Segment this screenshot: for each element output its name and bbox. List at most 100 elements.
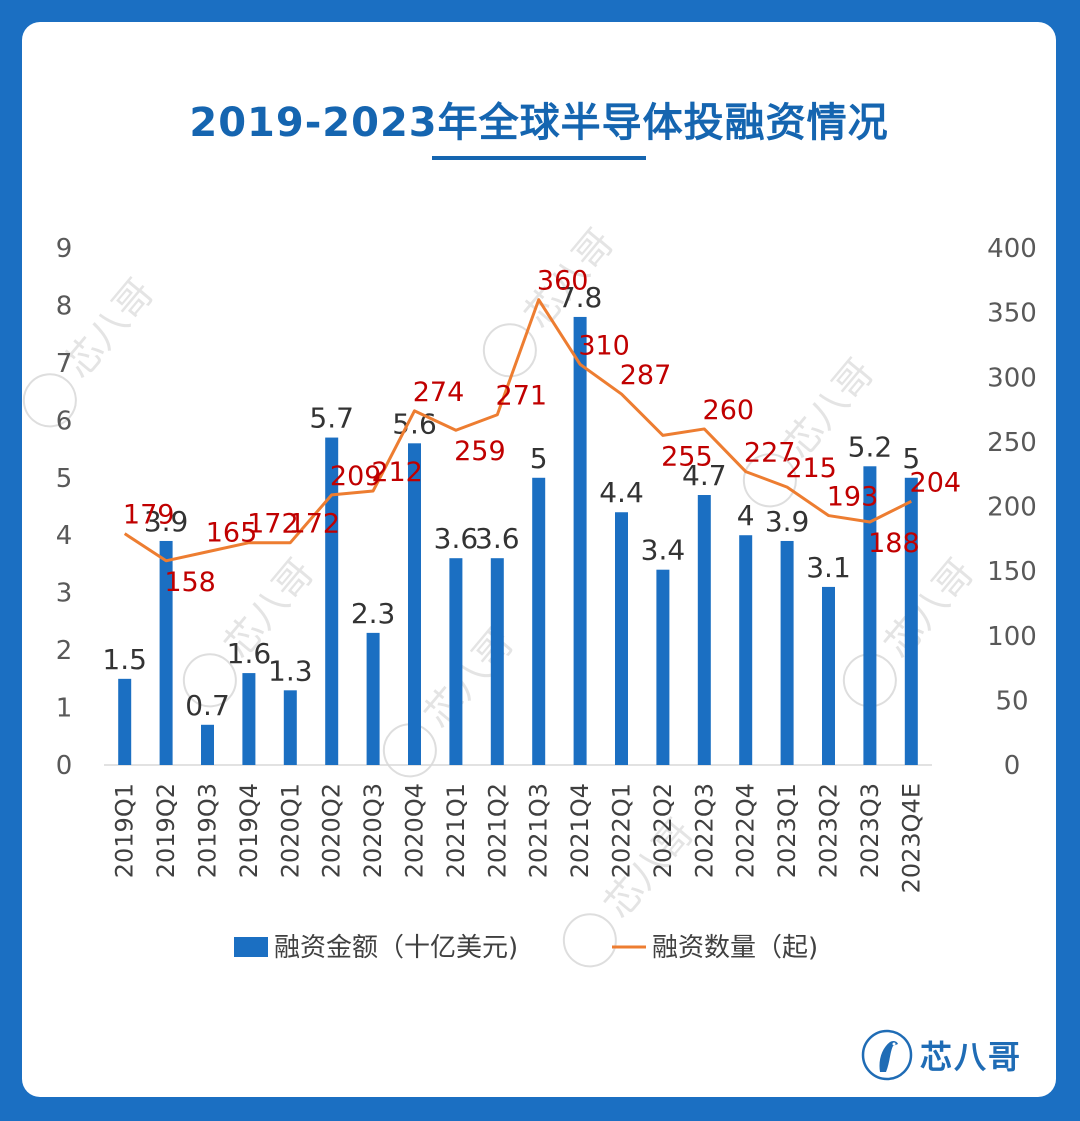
x-tick-label: 2019Q1	[111, 783, 139, 878]
bar	[863, 466, 877, 765]
title-underline	[432, 156, 646, 160]
x-tick-label: 2022Q2	[649, 783, 677, 878]
y-right-tick-label: 0	[1004, 751, 1021, 781]
x-tick-label: 2022Q3	[690, 783, 718, 878]
chart-axes: 0 1 2 3 4 5 6 7 8 9 0 50 100 150 200 250 300 350 400 2019Q1…	[56, 234, 1037, 893]
y-left-tick-label: 3	[56, 579, 73, 609]
y-right-tick-label: 200	[987, 493, 1037, 523]
bar-value-label: 5.7	[309, 402, 354, 435]
watermark-logo-icon	[382, 723, 437, 778]
line-value-label: 255	[661, 441, 713, 472]
x-tick-label: 2021Q4	[566, 783, 594, 878]
line-value-label: 287	[620, 360, 672, 391]
bar-value-label: 7.8	[558, 281, 603, 314]
line-value-label: 204	[910, 467, 962, 498]
y-left-tick-label: 7	[56, 349, 73, 379]
brand-logo: 芯八哥	[860, 1025, 1022, 1085]
bar	[449, 558, 463, 765]
line-path	[123, 298, 912, 563]
bar	[159, 540, 173, 765]
line-series	[123, 298, 912, 563]
y-right-tick-label: 100	[987, 622, 1037, 652]
legend-bar-swatch	[234, 937, 268, 957]
watermark-text: 芯八哥	[415, 621, 522, 737]
line-value-label: 172	[247, 509, 299, 540]
y-left-tick-label: 2	[56, 636, 73, 666]
bar-value-label: 1.6	[227, 637, 272, 670]
x-tick-label: 2020Q3	[359, 783, 387, 878]
bar-value-label: 3.9	[765, 505, 810, 538]
line-value-label: 172	[289, 509, 341, 540]
legend-bar-label: 融资金额（十亿美元)	[274, 933, 518, 963]
bar	[490, 558, 504, 765]
x-tick-label: 2019Q3	[194, 783, 222, 878]
x-tick-label: 2021Q3	[525, 783, 553, 878]
line-value-label: 215	[785, 453, 837, 484]
y-left-tick-label: 5	[56, 464, 73, 494]
bar-value-label: 5.2	[848, 430, 893, 463]
bar-series	[118, 316, 918, 765]
bar	[201, 724, 214, 765]
y-left-tick-label: 8	[56, 291, 73, 321]
bar-value-label: 2.3	[351, 597, 396, 630]
bar-value-label: 1.5	[102, 643, 147, 676]
bar-value-label: 1.3	[268, 654, 313, 687]
bar	[118, 678, 132, 765]
watermark: 芯八哥	[482, 221, 622, 378]
bar	[573, 316, 587, 765]
bar-value-label: 4	[737, 499, 755, 532]
watermark-logo-icon	[22, 373, 77, 428]
x-tick-label: 2020Q2	[318, 783, 346, 878]
bar-value-label: 0.7	[185, 689, 230, 722]
bar	[656, 569, 670, 765]
x-tick-label: 2023Q1	[773, 783, 801, 878]
bar	[408, 443, 421, 765]
line-value-label: 165	[206, 518, 258, 549]
bar	[904, 477, 918, 765]
line-value-label: 158	[164, 567, 216, 598]
x-tick-label: 2023Q4E	[897, 783, 925, 893]
bar	[325, 437, 339, 765]
line-value-labels: 1791581651721722092122742592713603102872…	[123, 266, 961, 598]
watermark-logo-icon	[182, 653, 237, 708]
line-value-label: 310	[578, 330, 630, 361]
watermark-logo-icon	[842, 653, 897, 708]
brand-name: 芯八哥	[920, 1038, 1023, 1076]
bar	[739, 535, 753, 765]
y-left-tick-label: 4	[56, 521, 73, 551]
watermark-logo-icon	[562, 913, 617, 968]
line-value-label: 227	[744, 438, 796, 469]
y-right-tick-label: 300	[987, 363, 1037, 393]
line-value-label: 271	[496, 381, 548, 412]
watermark: 芯八哥	[22, 271, 162, 428]
x-tick-label: 2019Q2	[152, 783, 180, 878]
bar	[532, 477, 546, 765]
line-value-label: 259	[454, 436, 506, 467]
bar	[283, 690, 297, 765]
x-tick-label: 2022Q1	[608, 783, 636, 878]
y-right-tick-label: 150	[987, 557, 1037, 587]
x-tick-label: 2023Q3	[856, 783, 884, 878]
bar	[697, 495, 711, 765]
line-value-label: 193	[827, 482, 879, 513]
bar	[615, 512, 628, 765]
line-value-label: 360	[537, 266, 589, 297]
bar	[366, 632, 380, 765]
watermark-text: 芯八哥	[875, 551, 982, 667]
x-tick-label: 2019Q4	[235, 783, 263, 878]
bar-value-label: 3.6	[475, 522, 520, 555]
bar-value-label: 3.9	[144, 505, 189, 538]
y-right-tick-label: 250	[987, 428, 1037, 458]
bar-value-label: 5	[530, 442, 548, 475]
x-tick-label: 2020Q1	[276, 783, 304, 878]
bar	[822, 586, 835, 765]
line-value-label: 260	[703, 395, 755, 426]
chart-title: 2019-2023年全球半导体投融资情况	[189, 100, 889, 146]
y-left-tick-label: 1	[56, 694, 73, 724]
y-left-tick-label: 9	[56, 234, 73, 264]
line-value-label: 274	[413, 377, 465, 408]
x-tick-label: 2023Q2	[815, 783, 843, 878]
bird-logo-icon	[861, 1029, 913, 1081]
line-value-label: 188	[868, 528, 920, 559]
